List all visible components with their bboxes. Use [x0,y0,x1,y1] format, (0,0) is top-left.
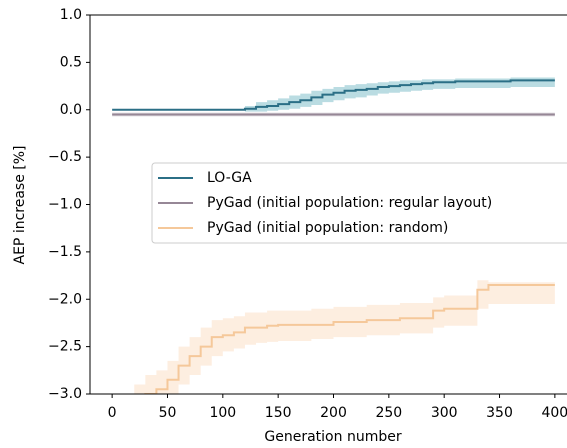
y-tick-label: −2.5 [48,339,82,355]
plot-area [112,77,555,394]
x-tick-label: 50 [159,405,177,421]
y-axis-label: AEP increase [%] [12,146,28,265]
y-tick-label: −2.0 [48,291,82,307]
y-tick-label: −0.5 [48,149,82,165]
y-tick-label: −1.5 [48,244,82,260]
y-tick-label: −3.0 [48,386,82,402]
y-tick-label: 0.5 [60,54,82,70]
x-tick-label: 350 [486,405,513,421]
line [112,79,555,111]
y-tick-label: −1.0 [48,197,82,213]
y-tick-label: 1.0 [60,7,82,23]
y-tick-label: 0.0 [60,102,82,118]
x-axis-label: Generation number [264,429,401,445]
x-tick-label: 0 [108,405,117,421]
x-tick-label: 300 [431,405,458,421]
legend-label: LO-GA [207,170,252,186]
x-tick-label: 100 [209,405,236,421]
x-tick-label: 150 [265,405,292,421]
x-tick-label: 250 [375,405,402,421]
line [144,284,555,394]
legend-label: PyGad (initial population: regular layou… [207,195,492,211]
x-tick-label: 400 [541,405,567,421]
legend [151,162,567,244]
x-tick-label: 200 [320,405,347,421]
legend-label: PyGad (initial population: random) [207,220,448,236]
